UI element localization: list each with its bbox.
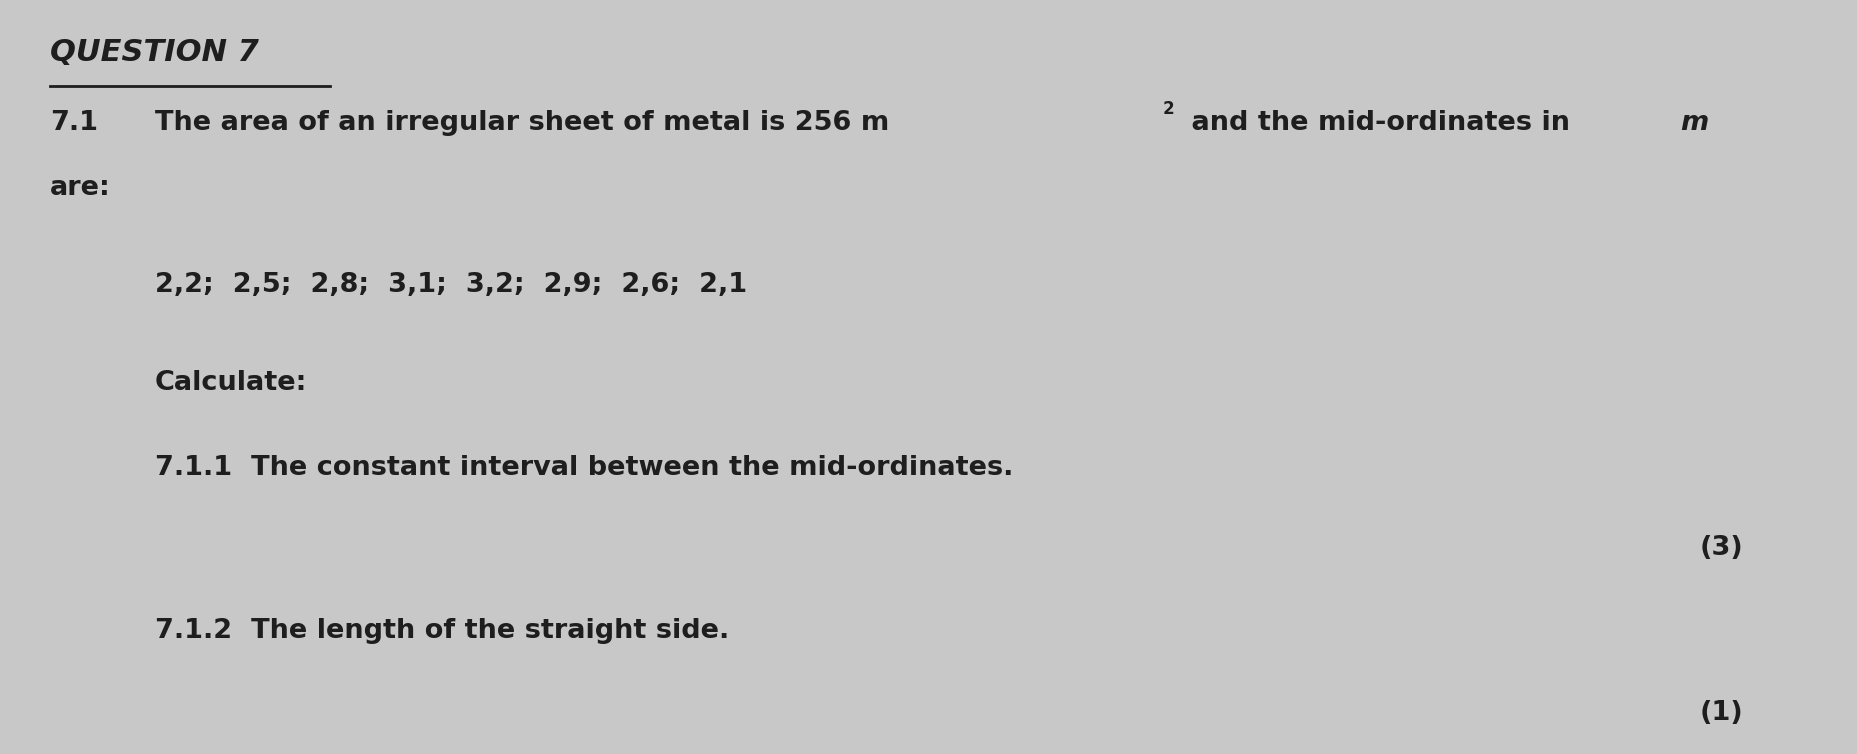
- Text: and the mid-ordinates in: and the mid-ordinates in: [1181, 110, 1578, 136]
- Text: Calculate:: Calculate:: [154, 370, 306, 396]
- Text: 2: 2: [1162, 100, 1174, 118]
- Text: (1): (1): [1699, 700, 1744, 726]
- Text: QUESTION 7: QUESTION 7: [50, 38, 258, 67]
- Text: m: m: [1679, 110, 1707, 136]
- Text: 2,2;  2,5;  2,8;  3,1;  3,2;  2,9;  2,6;  2,1: 2,2; 2,5; 2,8; 3,1; 3,2; 2,9; 2,6; 2,1: [154, 272, 747, 298]
- Text: 7.1: 7.1: [50, 110, 98, 136]
- Text: 7.1.1  The constant interval between the mid-ordinates.: 7.1.1 The constant interval between the …: [154, 455, 1012, 481]
- Text: 7.1.2  The length of the straight side.: 7.1.2 The length of the straight side.: [154, 618, 728, 644]
- Text: are:: are:: [50, 175, 111, 201]
- Text: The area of an irregular sheet of metal is 256 m: The area of an irregular sheet of metal …: [154, 110, 890, 136]
- Text: (3): (3): [1699, 535, 1744, 561]
